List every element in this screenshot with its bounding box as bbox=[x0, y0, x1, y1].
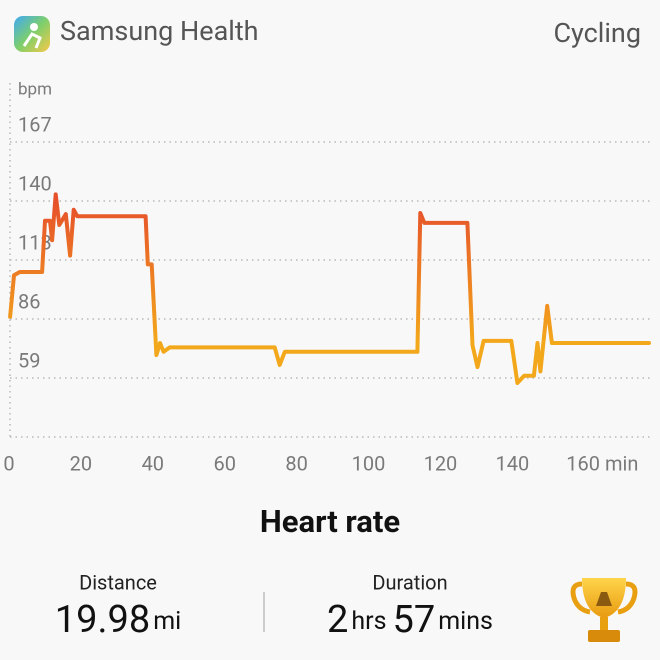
duration: 2 hrs 57 mins bbox=[327, 598, 493, 642]
app-name: Samsung Health bbox=[60, 15, 259, 47]
plot: 59 86 113 140 167 0 20 40 60 80 100 120 140 160 min bbox=[3, 112, 651, 475]
x-tick-label: 40 bbox=[142, 451, 164, 475]
y-tick-label: 113 bbox=[18, 230, 52, 254]
activity: Cycling bbox=[553, 17, 641, 49]
heart-rate-line bbox=[8, 192, 651, 385]
duration-hours: 2 bbox=[327, 598, 348, 642]
duration-minutes: 57 bbox=[393, 598, 436, 642]
y-tick-label: 140 bbox=[18, 171, 52, 195]
x-tick-label: 80 bbox=[285, 451, 307, 475]
x-tick-label: 20 bbox=[70, 451, 92, 475]
duration-minutes-unit: mins bbox=[438, 607, 493, 636]
x-tick-label: 160 min bbox=[566, 451, 638, 475]
distance-label: Distance bbox=[79, 570, 157, 594]
y-tick-label: 167 bbox=[18, 112, 52, 136]
app-icon-figure bbox=[30, 23, 38, 31]
duration-label: Duration bbox=[372, 570, 447, 594]
distance-unit: mi bbox=[153, 607, 181, 636]
x-tick-label: 140 bbox=[496, 451, 530, 475]
x-tick-label: 60 bbox=[213, 451, 235, 475]
app-icon-figure bbox=[22, 32, 42, 49]
x-tick-label: 120 bbox=[424, 451, 458, 475]
duration-hours-unit: hrs bbox=[351, 607, 386, 636]
chart-title: Heart rate bbox=[260, 503, 400, 540]
x-tick-label: 0 bbox=[3, 451, 14, 475]
trophy-icon bbox=[570, 578, 638, 642]
distance-value: 19.98 bbox=[55, 598, 150, 642]
y-tick-label: 86 bbox=[18, 289, 40, 313]
x-tick-label: 100 bbox=[352, 451, 386, 475]
y-axis-label: bpm bbox=[18, 79, 52, 99]
y-tick-label: 59 bbox=[18, 348, 40, 372]
distance: 19.98 mi bbox=[55, 598, 181, 642]
